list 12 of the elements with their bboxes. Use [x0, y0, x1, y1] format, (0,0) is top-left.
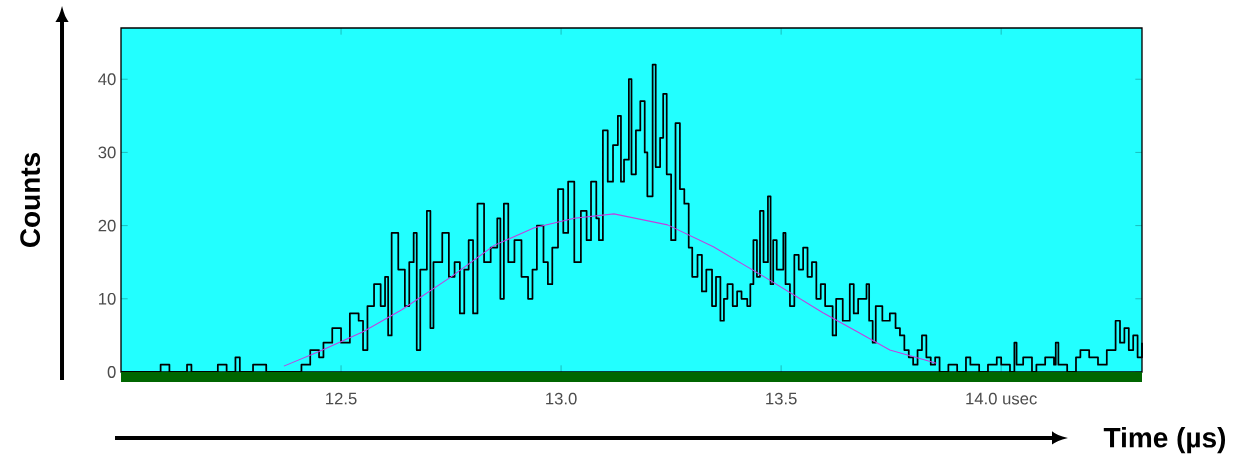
- y-tick-label: 10: [99, 292, 116, 305]
- x-axis-title: Time (µs): [1103, 427, 1226, 454]
- x-tick-label: 14.0 usec: [966, 392, 1037, 405]
- line-series: [283, 213, 938, 367]
- y-axis-title: Counts: [20, 152, 41, 248]
- x-tick-label: 12.5: [326, 392, 357, 405]
- y-tick-label: 30: [98, 146, 116, 159]
- y-tick-label: 0: [107, 366, 116, 378]
- x-tick-label: 13.5: [766, 392, 797, 405]
- y-tick-label: 40: [98, 73, 116, 86]
- x-tick-label: 13.0: [546, 392, 577, 405]
- y-tick-label: 20: [98, 219, 116, 232]
